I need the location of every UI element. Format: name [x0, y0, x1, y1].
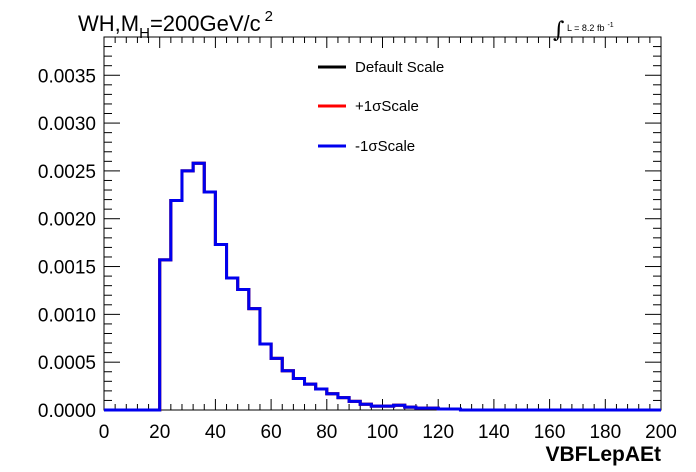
x-tick-label: 180 — [589, 422, 621, 443]
x-tick-label: 0 — [99, 422, 110, 443]
legend: Default Scale +1σScale -1σScale — [318, 59, 444, 155]
legend-label-minus-sigma-scale: -1σScale — [355, 138, 415, 155]
series-line-3--1-scale — [104, 161, 661, 412]
legend-label-default-scale: Default Scale — [355, 59, 444, 76]
x-tick-label: 60 — [261, 422, 282, 443]
x-axis-title: VBFLepAEt — [546, 443, 662, 466]
y-tick-label: 0.0015 — [38, 258, 96, 279]
series-group — [104, 161, 661, 412]
x-tick-label: 80 — [316, 422, 337, 443]
lumi-superscript: -1 — [607, 22, 613, 29]
title-prefix: WH,M — [78, 11, 139, 36]
lumi-label: L = 8.2 fb -1 — [567, 22, 614, 33]
lumi-integral-symbol: ∫ — [553, 18, 565, 43]
lumi-text: L = 8.2 fb — [567, 23, 604, 33]
y-tick-label: 0.0010 — [38, 305, 96, 326]
x-tick-label: 140 — [478, 422, 510, 443]
title-subscript: H — [139, 25, 150, 42]
y-tick-label: 0.0005 — [38, 353, 96, 374]
y-tick-label: 0.0030 — [38, 114, 96, 135]
y-tick-label: 0.0035 — [38, 66, 96, 87]
x-tick-label: 100 — [367, 422, 399, 443]
title-suffix: =200GeV/c — [150, 11, 261, 36]
x-tick-label: 20 — [149, 422, 170, 443]
y-tick-label: 0.0020 — [38, 210, 96, 231]
y-tick-label: 0.0000 — [38, 401, 96, 422]
legend-label-plus-sigma-scale: +1σScale — [355, 98, 419, 115]
chart-title: WH,MH=200GeV/c 2 — [78, 8, 273, 42]
y-tick-label: 0.0025 — [38, 162, 96, 183]
x-tick-label: 40 — [205, 422, 226, 443]
x-tick-label: 200 — [645, 422, 677, 443]
x-tick-label: 160 — [534, 422, 566, 443]
title-superscript: 2 — [265, 8, 273, 25]
x-tick-label: 120 — [422, 422, 454, 443]
axis-ticks — [103, 36, 662, 411]
tick-labels: 0 20 40 60 80 100 120 140 160 180 200 0.0000 0.0005 0… — [38, 66, 677, 443]
